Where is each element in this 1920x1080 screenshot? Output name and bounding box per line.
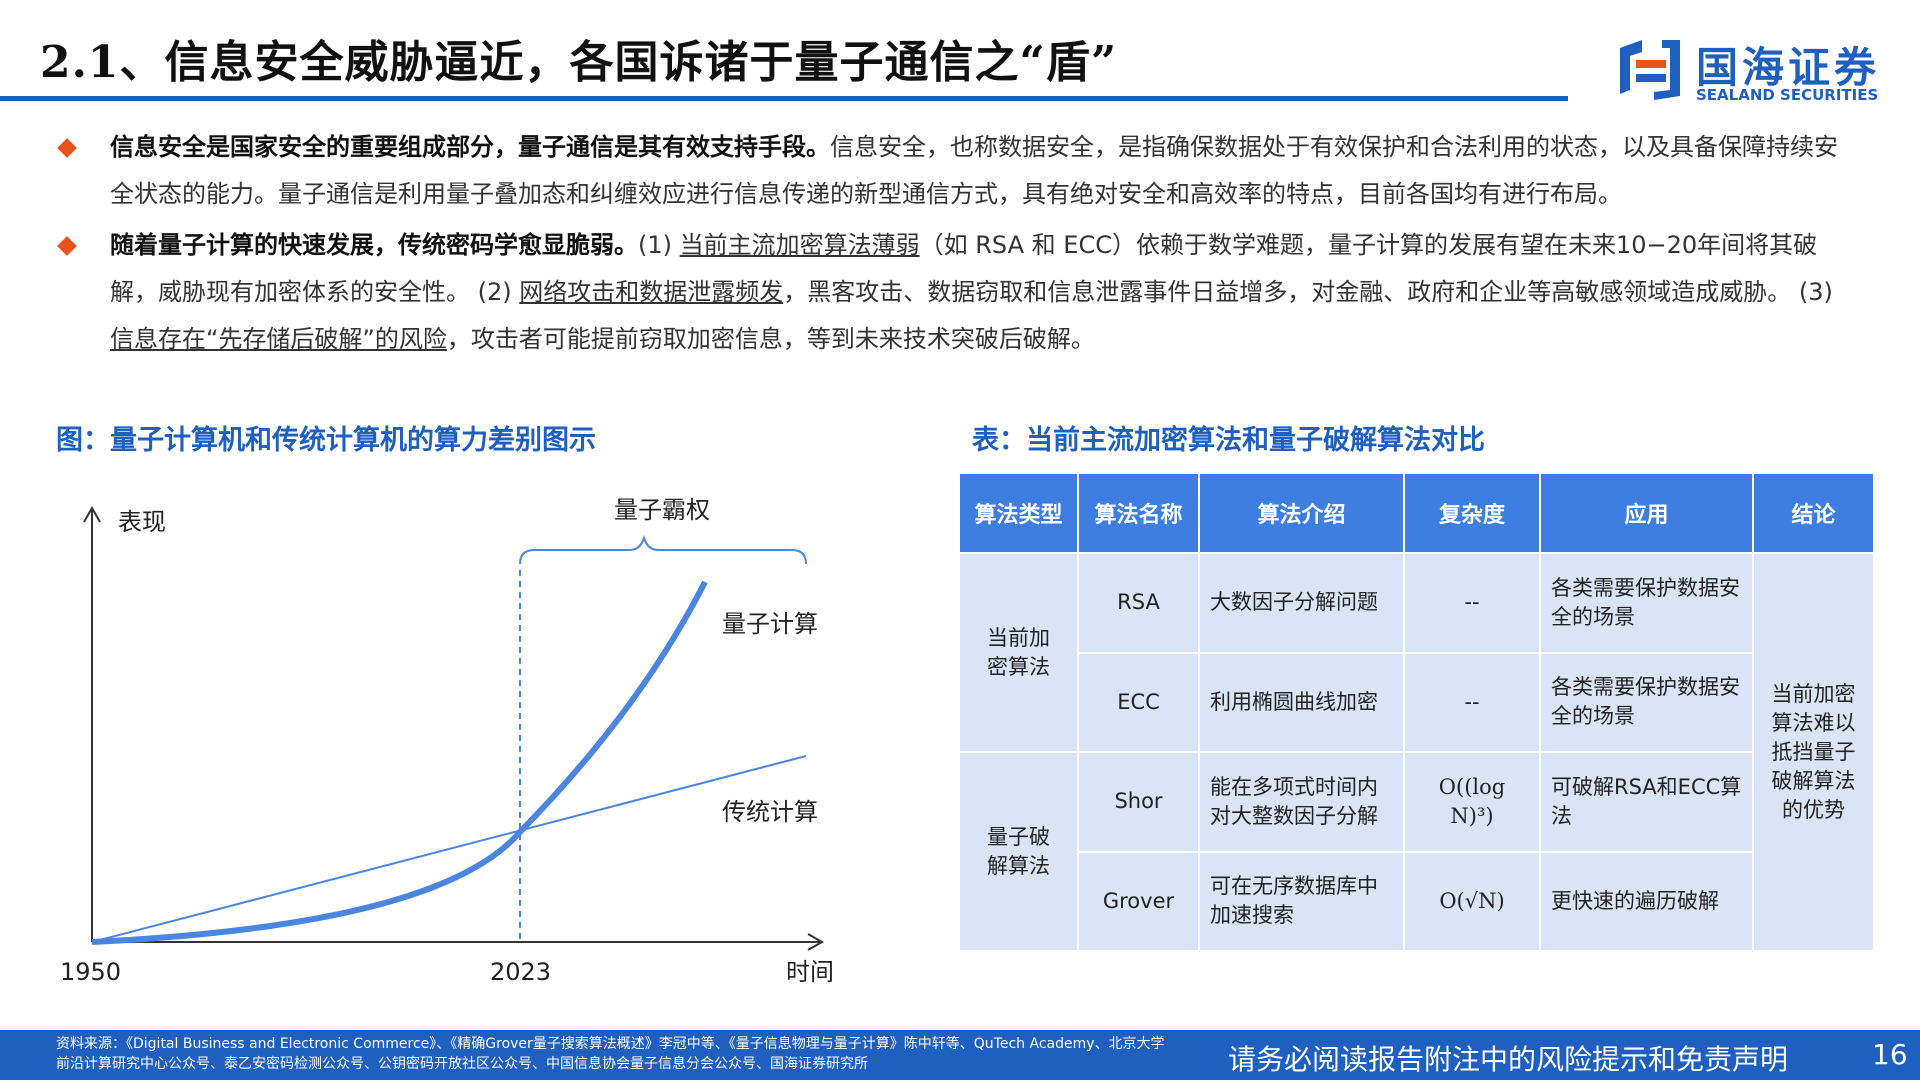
sealand-logo: 国海证券 SEALAND SECURITIES	[1614, 34, 1884, 106]
algorithm-name-cell: Shor	[1077, 751, 1200, 853]
x-axis-arrow-icon	[807, 933, 825, 951]
algorithm-intro-cell: 能在多项式时间内对大整数因子分解	[1198, 751, 1405, 853]
underlined-point: 当前主流加密算法薄弱	[679, 231, 920, 259]
algorithm-intro-cell: 利用椭圆曲线加密	[1198, 651, 1405, 753]
application-cell: 可破解RSA和ECC算法	[1539, 751, 1754, 853]
application-cell: 更快速的遍历破解	[1539, 850, 1754, 952]
algorithm-comparison-table: 算法类型 算法名称 算法介绍 复杂度 应用 结论 当前加密算法 RSA 大数因子…	[958, 472, 1875, 952]
diamond-bullet-icon	[57, 138, 77, 158]
y-axis-arrow-icon	[83, 505, 101, 523]
table-row: 量子破解算法 Shor 能在多项式时间内对大整数因子分解 O((log N)³)…	[958, 751, 1874, 952]
bullet-body: 信息安全，也称数据安全，是指确保数据处于有效保护和合法利用的状态，以及具备保障持…	[110, 133, 1838, 208]
complexity-cell: O((log N)³)	[1403, 751, 1541, 853]
bullet-body-part: ，攻击者可能提前窃取加密信息，等到未来技术突破后破解。	[446, 325, 1095, 353]
series-line-classical	[91, 755, 807, 943]
sealand-logo-icon	[1620, 40, 1680, 100]
footer-bar: 资料来源：《Digital Business and Electronic Co…	[0, 1030, 1920, 1080]
bullet-body-part: ，黑客攻击、数据窃取和信息泄露事件日益增多，对金融、政府和企业等高敏感领域造成威…	[783, 278, 1833, 306]
quantum-supremacy-label: 量子霸权	[614, 496, 710, 524]
table-row: 当前加密算法 RSA 大数因子分解问题 -- 各类需要保护数据安全的场景 当前加…	[958, 552, 1875, 952]
algorithm-intro-cell: 可在无序数据库中加速搜索	[1198, 850, 1405, 952]
column-header: 算法介绍	[1198, 472, 1405, 554]
algorithm-type-cell: 当前加密算法	[958, 552, 1079, 753]
bullet-text: 信息安全是国家安全的重要组成部分，量子通信是其有效支持手段。信息安全，也称数据安…	[110, 124, 1860, 218]
algorithm-name-cell: ECC	[1077, 651, 1200, 753]
chart-svg: 表现 时间 1950 2023 量子霸权 量子计算 传统计算	[60, 496, 834, 986]
underlined-point: 网络攻击和数据泄露频发	[519, 278, 784, 306]
quantum-supremacy-bracket	[519, 534, 807, 565]
conclusion-cell: 当前加密算法难以抵挡量子破解算法的优势	[1752, 552, 1875, 952]
column-header: 结论	[1752, 472, 1875, 554]
complexity-cell: O(√N)	[1403, 850, 1541, 952]
bullet-item-2: 随着量子计算的快速发展，传统密码学愈显脆弱。(1) 当前主流加密算法薄弱（如 R…	[57, 222, 1860, 363]
table-header-row: 算法类型 算法名称 算法介绍 复杂度 应用 结论	[958, 472, 1875, 554]
algorithm-name-cell: RSA	[1077, 552, 1200, 654]
series-label-quantum: 量子计算	[722, 610, 818, 638]
bullet-body-part: (1)	[638, 231, 680, 259]
application-cell: 各类需要保护数据安全的场景	[1539, 552, 1754, 654]
underlined-point: 信息存在“先存储后破解”的风险	[110, 325, 447, 353]
complexity-cell: --	[1403, 651, 1541, 753]
source-note: 资料来源：《Digital Business and Electronic Co…	[56, 1036, 1165, 1072]
bullet-text: 随着量子计算的快速发展，传统密码学愈显脆弱。(1) 当前主流加密算法薄弱（如 R…	[110, 222, 1860, 363]
page-number: 16	[1872, 1038, 1908, 1071]
algorithm-type-cell: 量子破解算法	[958, 751, 1079, 952]
logo-chinese-name: 国海证券	[1696, 43, 1881, 92]
bullet-bold-lead: 随着量子计算的快速发展，传统密码学愈显脆弱。	[110, 231, 638, 259]
diamond-bullet-icon	[57, 236, 77, 256]
x-axis-label: 时间	[786, 958, 834, 986]
complexity-cell: --	[1403, 552, 1541, 654]
algorithm-intro-cell: 大数因子分解问题	[1198, 552, 1405, 654]
compute-power-chart: 表现 时间 1950 2023 量子霸权 量子计算 传统计算	[40, 490, 860, 1000]
series-label-classical: 传统计算	[722, 798, 818, 826]
page-title: 2.1、信息安全威胁逼近，各国诉诸于量子通信之“盾”	[40, 37, 1118, 88]
disclaimer-text: 请务必阅读报告附注中的风险提示和免责声明	[1228, 1043, 1789, 1076]
table-caption: 表：当前主流加密算法和量子破解算法对比	[972, 425, 1485, 456]
column-header: 算法类型	[958, 472, 1079, 554]
y-axis-label: 表现	[118, 508, 166, 536]
bullet-bold-lead: 信息安全是国家安全的重要组成部分，量子通信是其有效支持手段。	[110, 133, 830, 161]
figure-caption: 图：量子计算机和传统计算机的算力差别图示	[56, 425, 596, 456]
title-rule	[0, 96, 1568, 101]
series-line-quantum	[91, 580, 708, 945]
x-tick-label: 2023	[490, 958, 551, 986]
x-tick-label: 1950	[60, 958, 121, 986]
logo-english-name: SEALAND SECURITIES	[1696, 86, 1879, 104]
column-header: 算法名称	[1077, 472, 1200, 554]
application-cell: 各类需要保护数据安全的场景	[1539, 651, 1754, 753]
bullet-body-part: （如 RSA 和 ECC）依赖于数学难题，量子计算的发展有望在未来10−20年间…	[110, 231, 1818, 306]
column-header: 复杂度	[1403, 472, 1541, 554]
table-row: ECC 利用椭圆曲线加密 -- 各类需要保护数据安全的场景	[959, 651, 1874, 753]
bullet-item-1: 信息安全是国家安全的重要组成部分，量子通信是其有效支持手段。信息安全，也称数据安…	[57, 124, 1860, 218]
algorithm-name-cell: Grover	[1077, 850, 1200, 952]
table-row: Grover 可在无序数据库中加速搜索 O(√N) 更快速的遍历破解	[959, 850, 1874, 952]
column-header: 应用	[1539, 472, 1754, 554]
